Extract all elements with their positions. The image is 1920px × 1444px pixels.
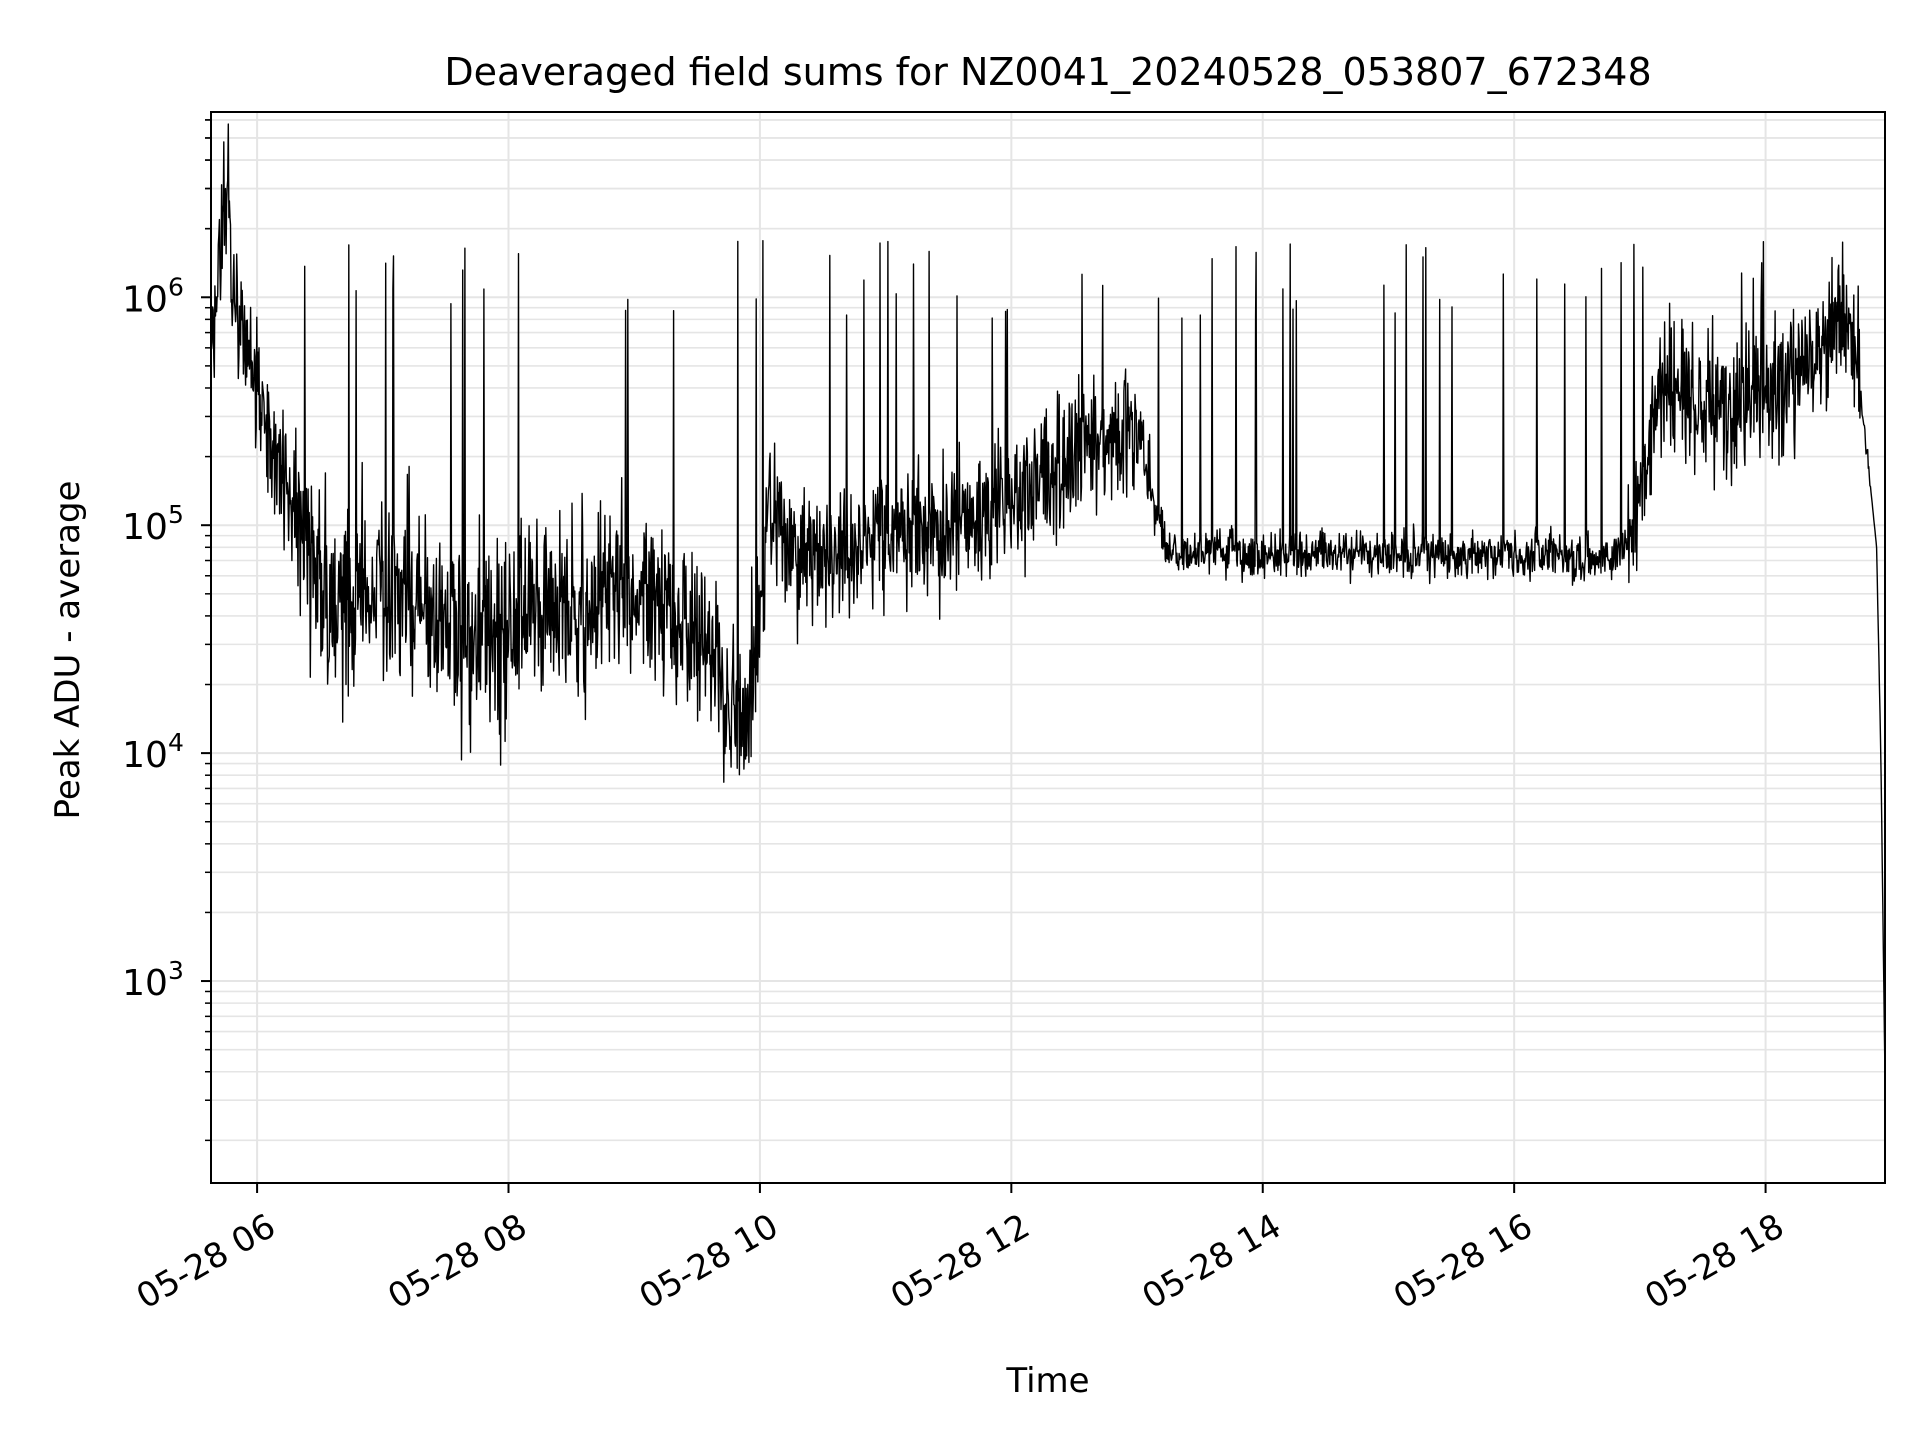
- y-tick-label: 105: [122, 500, 184, 548]
- y-tick-label-base: 10: [122, 735, 168, 776]
- grid-layer: [211, 112, 1885, 1183]
- y-tick-label-exponent: 5: [168, 500, 184, 529]
- plot-frame: [210, 111, 1886, 1184]
- y-tick-label: 104: [122, 728, 184, 776]
- chart-title: Deaveraged field sums for NZ0041_2024052…: [444, 50, 1651, 94]
- y-tick-label-exponent: 3: [168, 956, 184, 985]
- line-layer: [210, 123, 1886, 1077]
- y-tick-label-base: 10: [122, 507, 168, 548]
- data-series-line: [210, 123, 1886, 1077]
- x-axis-label: Time: [1005, 1361, 1089, 1401]
- y-tick-label-exponent: 6: [168, 272, 184, 301]
- y-tick-label-base: 10: [122, 279, 168, 320]
- y-tick-label: 106: [122, 272, 184, 320]
- y-tick-label-base: 10: [122, 963, 168, 1004]
- y-axis-label: Peak ADU - average: [48, 481, 88, 820]
- y-tick-label-exponent: 4: [168, 728, 184, 757]
- y-tick-label: 103: [122, 956, 184, 1004]
